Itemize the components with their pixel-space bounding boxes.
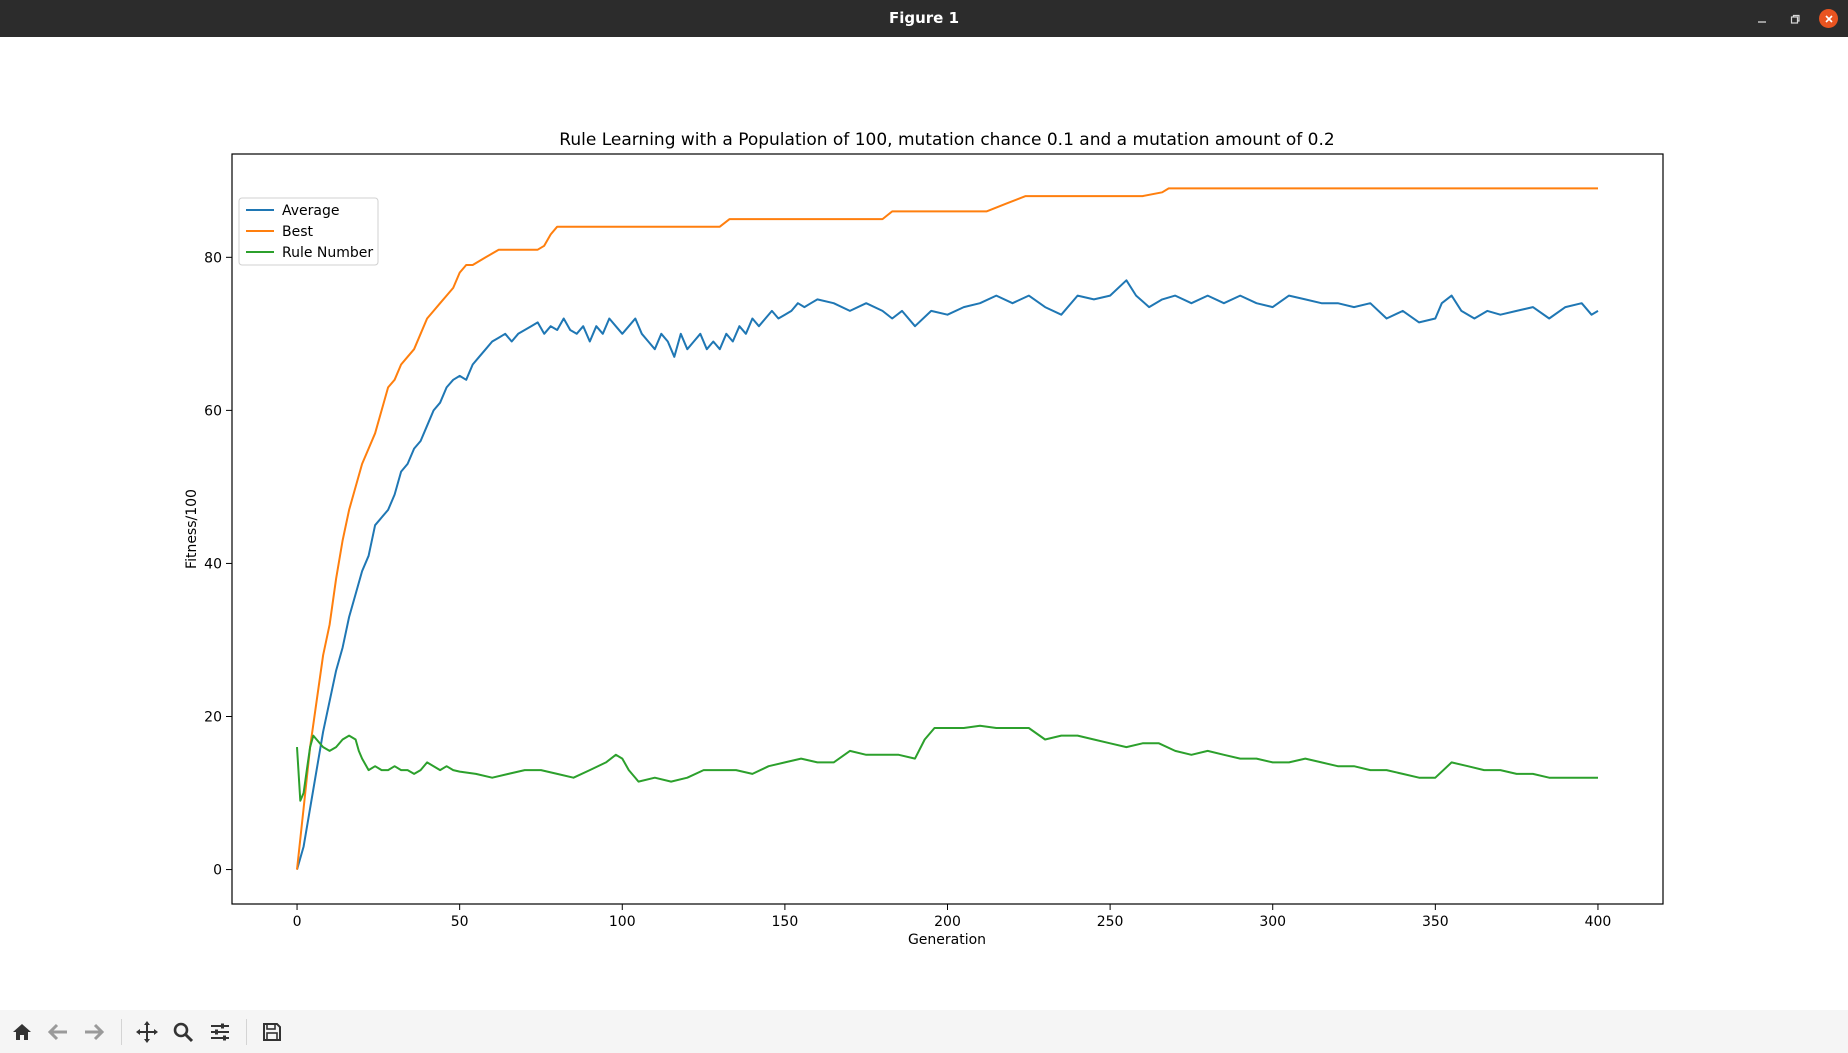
back-arrow-icon[interactable] [44, 1018, 72, 1046]
figure-canvas[interactable]: Rule Learning with a Population of 100, … [0, 37, 1848, 1010]
zoom-icon[interactable] [169, 1018, 197, 1046]
minimize-icon[interactable] [1752, 9, 1771, 28]
save-icon[interactable] [258, 1018, 286, 1046]
y-tick-label: 80 [204, 250, 222, 266]
toolbar-separator [121, 1019, 122, 1045]
toolbar-separator [246, 1019, 247, 1045]
x-tick-label: 350 [1422, 914, 1449, 930]
line-chart: Rule Learning with a Population of 100, … [184, 130, 1664, 948]
window-title: Figure 1 [888, 9, 960, 27]
x-tick-label: 100 [609, 914, 636, 930]
close-icon[interactable] [1819, 9, 1838, 28]
axes-frame [231, 153, 1664, 905]
legend-label: Rule Number [282, 245, 373, 261]
x-tick-label: 50 [451, 914, 469, 930]
legend-label: Average [282, 203, 340, 219]
x-axis-label: Generation [908, 932, 986, 948]
legend-box [238, 197, 379, 266]
x-tick-label: 0 [293, 914, 302, 930]
series-line-best [296, 187, 1598, 870]
x-tick-label: 150 [772, 914, 799, 930]
x-tick-label: 200 [934, 914, 961, 930]
restore-icon[interactable] [1785, 9, 1804, 28]
y-tick-label: 60 [204, 403, 222, 419]
window-titlebar: Figure 1 [0, 0, 1848, 37]
pan-icon[interactable] [133, 1018, 161, 1046]
series-line-average [296, 279, 1599, 870]
y-tick-label: 40 [204, 556, 222, 572]
series-line-rule-number [296, 724, 1598, 802]
navigation-toolbar [0, 1010, 1848, 1053]
forward-arrow-icon[interactable] [80, 1018, 108, 1046]
x-tick-label: 300 [1259, 914, 1286, 930]
y-axis-label: Fitness/100 [184, 489, 200, 569]
home-icon[interactable] [8, 1018, 36, 1046]
x-tick-label: 400 [1585, 914, 1612, 930]
x-tick-label: 250 [1097, 914, 1124, 930]
configure-subplots-icon[interactable] [206, 1018, 234, 1046]
legend-label: Best [282, 224, 314, 240]
chart-title: Rule Learning with a Population of 100, … [559, 130, 1334, 150]
legend: Average Best Rule Number [238, 197, 379, 266]
y-tick-label: 20 [204, 710, 222, 726]
y-tick-label: 0 [213, 863, 222, 879]
